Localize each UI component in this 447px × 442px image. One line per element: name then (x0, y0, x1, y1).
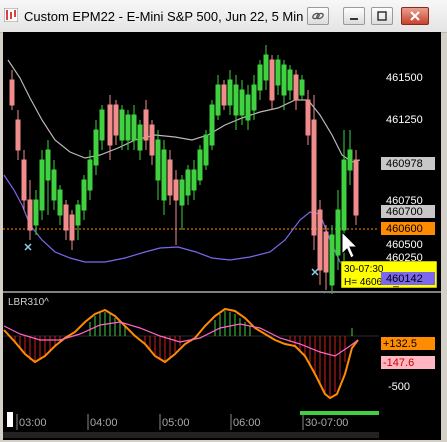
price-badge-upper-text: 460978 (386, 158, 423, 170)
maximize-icon (377, 11, 387, 21)
time-label-0500: 05:00 (162, 417, 190, 429)
scroll-handle-left[interactable] (7, 412, 13, 427)
price-label-461500: 461500 (386, 72, 423, 84)
indicator-signal-line (3, 321, 359, 357)
minimize-icon (350, 18, 358, 20)
close-button[interactable] (401, 7, 429, 25)
indicator-badge-positive-text: +132.5 (383, 338, 417, 350)
chart-svg[interactable]: 30-07:30 H= 460600_00 461500 461250 4607… (3, 32, 441, 440)
price-plot[interactable] (3, 32, 379, 290)
time-label-0400: 04:00 (90, 417, 118, 429)
indicator-fast-line (3, 307, 359, 400)
price-label-460500: 460500 (386, 239, 423, 251)
price-badge-lower (381, 272, 435, 285)
close-icon (410, 11, 420, 21)
minimize-button[interactable] (343, 7, 365, 25)
price-badge-upper (381, 157, 435, 170)
time-ticks (16, 414, 304, 430)
link-icon (312, 12, 324, 20)
time-label-0300: 03:00 (19, 417, 47, 429)
indicator-label-500: -500 (388, 381, 410, 393)
price-label-460250: 460250 (386, 252, 423, 264)
price-badge-mid (381, 205, 435, 218)
upper-band-line (7, 59, 361, 163)
indicator-plot[interactable] (3, 294, 379, 411)
window-title: Custom EPM22 - E-Mini S&P 500, Jun 22, 5… (24, 9, 304, 24)
candles (9, 45, 359, 295)
price-badge-mid-text: 460700 (386, 206, 423, 218)
session-bar (300, 411, 379, 415)
tooltip-time: 30-07:30 (344, 264, 384, 275)
price-badge-lower-text: 460142 (386, 273, 423, 285)
chart-area[interactable]: 30-07:30 H= 460600_00 461500 461250 4607… (3, 32, 441, 440)
horizontal-scrollbar[interactable] (3, 432, 379, 438)
title-bar[interactable]: Custom EPM22 - E-Mini S&P 500, Jun 22, 5… (0, 0, 447, 33)
time-label-0600: 06:00 (233, 417, 261, 429)
price-label-461250: 461250 (386, 114, 423, 126)
time-label-0700: 30-07:00 (305, 417, 348, 429)
price-badge-ref (381, 222, 435, 235)
price-label-460750: 460750 (386, 195, 423, 207)
tooltip-value: H= 460600_00 (344, 277, 410, 288)
mouse-cursor-icon (341, 230, 359, 259)
indicator-name: LBR310^ (8, 297, 49, 308)
link-button[interactable] (307, 7, 329, 25)
maximize-button[interactable] (371, 7, 393, 25)
chart-app-icon (4, 8, 18, 22)
price-badge-ref-text: 460600 (386, 223, 423, 235)
indicator-badge-negative (381, 356, 435, 369)
indicator-badge-positive (381, 337, 435, 350)
indicator-badge-negative-text: -147.6 (383, 357, 414, 369)
indicator-axis[interactable] (379, 294, 441, 411)
time-labels: 03:00 04:00 05:00 06:00 30-07:00 (19, 417, 348, 429)
price-axis-labels: 461500 461250 460750 460500 460250 (386, 72, 423, 264)
